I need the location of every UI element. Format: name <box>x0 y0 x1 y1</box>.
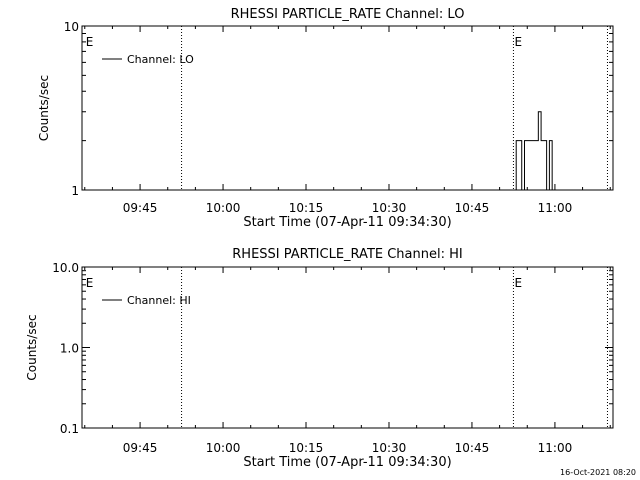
chart-2-y-tick-label: 10.0 <box>52 261 79 275</box>
chart-panel-1: RHESSI PARTICLE_RATE Channel: LO 09:45 10:… <box>37 7 614 230</box>
chart-2-x-tick-label: 10:15 <box>289 441 324 455</box>
chart-2-x-tick-label: 10:00 <box>206 441 241 455</box>
chart-2-event-marker-label: E <box>86 276 94 290</box>
chart-2-x-tick-label: 09:45 <box>123 441 158 455</box>
chart-2-x-tick-label: 10:30 <box>372 441 407 455</box>
chart-2-x-tick-label: 10:45 <box>455 441 490 455</box>
chart-2-x-tick-label: 11:00 <box>538 441 573 455</box>
chart-1-x-tick-label: 10:30 <box>372 201 407 215</box>
chart-2-event-marker-label: E <box>514 276 522 290</box>
chart-1-x-tick-label: 09:45 <box>123 201 158 215</box>
chart-1-plot-frame <box>81 25 614 191</box>
chart-1-x-axis-label: Start Time (07-Apr-11 09:34:30) <box>243 215 451 230</box>
chart-1-x-tick-label: 10:15 <box>289 201 324 215</box>
chart-1-x-tick-label: 11:00 <box>538 201 573 215</box>
chart-1-legend-label: Channel: LO <box>127 53 194 66</box>
footer-timestamp: 16-Oct-2021 08:20 <box>560 468 636 477</box>
chart-1-series-line <box>513 111 555 191</box>
chart-1-x-tick-label: 10:45 <box>455 201 490 215</box>
chart-1-y-tick-label: 1 <box>71 184 79 198</box>
chart-2-title: RHESSI PARTICLE_RATE Channel: HI <box>232 247 462 262</box>
chart-2-x-axis-label: Start Time (07-Apr-11 09:34:30) <box>243 455 451 470</box>
chart-1-y-tick-label: 10 <box>64 20 79 34</box>
chart-2-legend-label: Channel: HI <box>127 294 191 307</box>
chart-2-y-axis-label: Counts/sec <box>25 314 39 380</box>
chart-1-event-marker-label: E <box>514 35 522 49</box>
chart-1-title: RHESSI PARTICLE_RATE Channel: LO <box>231 7 465 22</box>
chart-1-y-axis-label: Counts/sec <box>37 75 51 141</box>
chart-panel-2: RHESSI PARTICLE_RATE Channel: HI 09:45 10:… <box>25 247 614 470</box>
chart-1-event-marker-label: E <box>86 35 94 49</box>
chart-1-x-tick-label: 10:00 <box>206 201 241 215</box>
chart-2-y-tick-label: 1.0 <box>60 342 79 356</box>
chart-2-y-tick-label: 0.1 <box>60 422 79 436</box>
